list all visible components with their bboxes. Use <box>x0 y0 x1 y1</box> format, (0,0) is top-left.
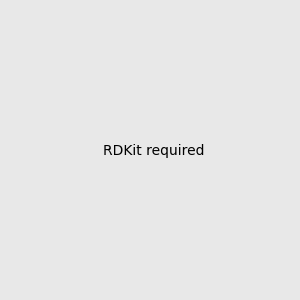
Text: RDKit required: RDKit required <box>103 145 205 158</box>
